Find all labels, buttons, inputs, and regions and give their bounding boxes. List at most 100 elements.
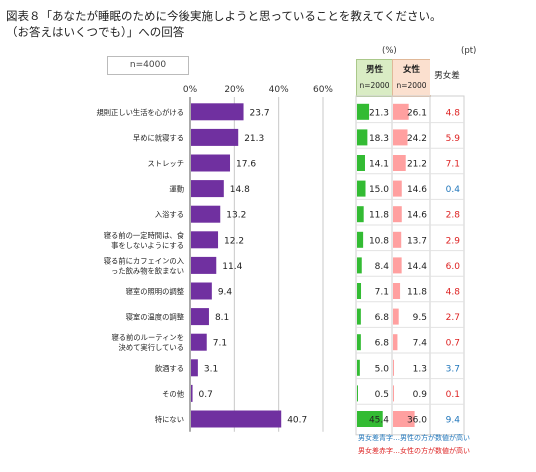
- category-label: 寝室の照明の調整: [126, 287, 185, 296]
- bar: [191, 282, 212, 300]
- female-value: 11.8: [407, 288, 427, 298]
- female-mini-bar: [393, 411, 415, 427]
- male-value: 11.8: [369, 211, 389, 221]
- female-value: 14.6: [407, 211, 427, 221]
- male-mini-bar: [357, 385, 358, 402]
- bar-value-label: 40.7: [287, 416, 307, 426]
- bar-value-label: 14.8: [230, 185, 250, 195]
- bar: [191, 103, 244, 121]
- bar-value-label: 17.6: [236, 160, 256, 170]
- female-mini-bar: [393, 103, 409, 120]
- male-header-label: 男性: [365, 65, 383, 75]
- male-mini-bar: [357, 129, 368, 146]
- diff-value: 6.0: [446, 262, 461, 272]
- female-mini-bar: [393, 155, 406, 171]
- category-label: 飲酒する: [155, 364, 184, 373]
- male-value: 45.4: [369, 416, 389, 426]
- female-value: 36.0: [407, 416, 427, 426]
- male-mini-bar: [357, 308, 361, 325]
- female-value: 21.2: [407, 160, 427, 170]
- female-value: 0.9: [413, 390, 428, 400]
- female-value: 26.1: [407, 108, 427, 118]
- male-value: 21.3: [369, 108, 389, 118]
- category-label: った飲み物を飲まない: [111, 266, 184, 275]
- male-higher-note: 男女差青字…男性の方が数値が高い: [358, 434, 470, 442]
- bar: [191, 308, 209, 326]
- bar-value-label: 11.4: [222, 262, 242, 272]
- female-header: 女性 n=2000: [392, 59, 431, 97]
- chart-title-line2: （お答えはいくつでも）」への回答: [6, 25, 185, 39]
- diff-value: 4.8: [446, 108, 461, 118]
- x-tick-label: 0%: [183, 85, 198, 95]
- female-mini-bar: [393, 129, 408, 146]
- male-mini-bar: [357, 155, 365, 171]
- female-mini-bar: [393, 385, 394, 402]
- male-value: 8.4: [375, 262, 390, 272]
- diff-value: 0.4: [446, 185, 461, 195]
- table-frame: [355, 95, 465, 436]
- diff-value: 0.7: [446, 339, 460, 349]
- category-label: 事をしないようにする: [111, 241, 184, 250]
- bar: [191, 180, 224, 198]
- diff-value: 2.8: [446, 211, 461, 221]
- male-mini-bar: [357, 359, 360, 376]
- male-value: 0.5: [375, 390, 389, 400]
- diff-value: 5.9: [446, 134, 461, 144]
- bar: [191, 205, 221, 223]
- male-mini-bar: [357, 206, 364, 223]
- category-label: 運動: [169, 185, 184, 194]
- male-value: 7.1: [375, 288, 389, 298]
- bar: [191, 333, 207, 351]
- unit-percent-label: (%): [382, 46, 397, 56]
- female-mini-bar: [393, 334, 398, 351]
- male-value: 6.8: [375, 313, 390, 323]
- bar: [191, 128, 239, 146]
- bar-value-label: 23.7: [250, 108, 270, 118]
- male-value: 18.3: [369, 134, 389, 144]
- bar-value-label: 7.1: [213, 339, 227, 349]
- category-label: その他: [162, 389, 185, 398]
- female-value: 9.5: [413, 313, 427, 323]
- bar: [191, 256, 217, 274]
- male-mini-bar: [357, 283, 362, 299]
- diff-value: 7.1: [446, 160, 460, 170]
- female-value: 14.4: [407, 262, 427, 272]
- diff-header: 男女差: [430, 59, 464, 95]
- unit-point-label: (pt): [461, 46, 477, 56]
- x-tick-label: 20%: [224, 85, 244, 95]
- sample-size-box: n=4000: [107, 56, 189, 75]
- category-label: 寝る前の一定時間は、食: [104, 231, 185, 240]
- female-mini-bar: [393, 206, 402, 223]
- bar: [191, 154, 231, 172]
- male-value: 6.8: [375, 339, 390, 349]
- male-value: 5.0: [375, 364, 390, 374]
- male-value: 15.0: [369, 185, 389, 195]
- female-mini-bar: [393, 308, 399, 325]
- diff-value: 3.7: [446, 364, 460, 374]
- male-mini-bar: [357, 411, 383, 427]
- chart-title-line1: 図表８「あなたが睡眠のために今後実施しようと思っていることを教えてください。: [6, 9, 442, 23]
- female-mini-bar: [393, 257, 402, 274]
- bar-value-label: 12.2: [224, 236, 244, 246]
- bar: [191, 384, 193, 402]
- diff-value: 0.1: [446, 390, 460, 400]
- male-mini-bar: [357, 231, 364, 248]
- category-label: 決めて実行している: [119, 343, 184, 352]
- category-label: ストレッチ: [148, 159, 184, 168]
- bar: [191, 231, 219, 249]
- diff-value: 2.7: [446, 313, 460, 323]
- diff-value: 4.8: [446, 288, 461, 298]
- bar-value-label: 0.7: [199, 390, 213, 400]
- female-value: 1.3: [413, 364, 427, 374]
- male-value: 10.8: [369, 236, 389, 246]
- male-header-n: n=2000: [359, 81, 390, 90]
- category-label: 寝る前のルーティンを: [111, 333, 184, 342]
- male-mini-bar: [357, 334, 361, 351]
- diff-header-label: 男女差: [434, 71, 460, 81]
- male-value: 14.1: [369, 160, 389, 170]
- male-mini-bar: [357, 257, 362, 274]
- x-tick-label: 60%: [313, 85, 333, 95]
- category-label: 規則正しい生活を心がける: [96, 108, 184, 117]
- male-mini-bar: [357, 103, 370, 120]
